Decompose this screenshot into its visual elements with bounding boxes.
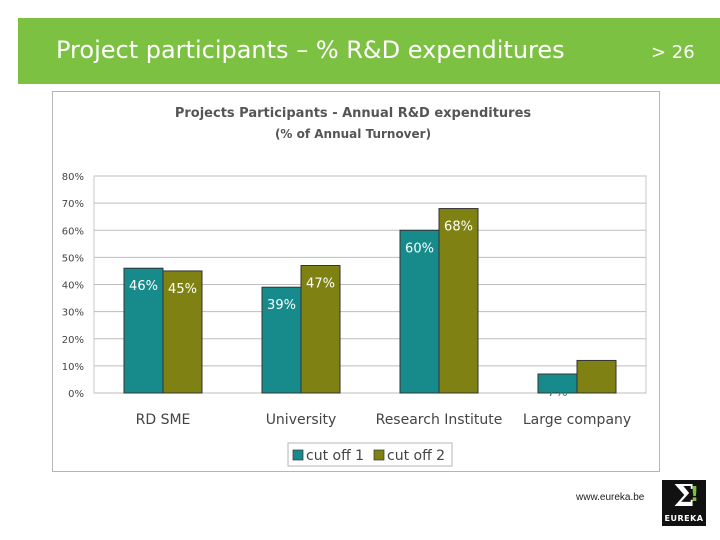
data-label: 60% bbox=[405, 241, 434, 256]
data-label: 12% bbox=[582, 364, 611, 379]
legend-label: cut off 1 bbox=[306, 448, 364, 464]
x-tick-label: RD SME bbox=[136, 412, 191, 428]
chart-subtitle: (% of Annual Turnover) bbox=[275, 127, 431, 141]
bar-2 bbox=[162, 270, 203, 394]
y-tick-label: 30% bbox=[62, 308, 84, 319]
y-tick-label: 0% bbox=[68, 389, 84, 400]
x-tick-label: Research Institute bbox=[376, 412, 503, 428]
data-label: 46% bbox=[129, 279, 158, 294]
bar-2 bbox=[576, 359, 617, 394]
legend-swatch bbox=[373, 449, 385, 461]
x-tick-label: University bbox=[266, 412, 337, 428]
data-label: 47% bbox=[306, 277, 335, 292]
y-tick-label: 60% bbox=[62, 226, 84, 237]
data-label: 7% bbox=[547, 385, 568, 400]
chart-title: Projects Participants - Annual R&D expen… bbox=[175, 106, 532, 121]
x-tick-label: Large company bbox=[523, 412, 631, 428]
eureka-logo: Σ ! EUREKA bbox=[662, 480, 706, 526]
y-tick-label: 20% bbox=[62, 335, 84, 346]
page-number: > 26 bbox=[651, 42, 695, 63]
bar-1 bbox=[399, 229, 440, 394]
footer-url: www.eureka.be bbox=[576, 492, 645, 503]
data-label: 68% bbox=[444, 220, 473, 235]
y-tick-label: 70% bbox=[62, 199, 84, 210]
data-label: 39% bbox=[267, 298, 296, 313]
slide-title: Project participants – % R&D expenditure… bbox=[56, 36, 565, 64]
sigma-logo-icon: Σ bbox=[673, 479, 695, 514]
header-bar bbox=[18, 18, 720, 84]
bar-1 bbox=[261, 286, 302, 394]
legend-swatch bbox=[292, 449, 304, 461]
data-label: 45% bbox=[168, 282, 197, 297]
legend-label: cut off 2 bbox=[387, 448, 445, 464]
logo-exclamation-mark: ! bbox=[690, 482, 700, 506]
y-tick-label: 40% bbox=[62, 281, 84, 292]
legend-box bbox=[287, 442, 453, 467]
y-tick-label: 50% bbox=[62, 253, 84, 264]
logo-text: EUREKA bbox=[664, 514, 704, 523]
y-tick-label: 80% bbox=[62, 172, 84, 183]
bar-2 bbox=[300, 265, 341, 394]
bar-2 bbox=[438, 208, 479, 394]
y-tick-label: 10% bbox=[62, 362, 84, 373]
